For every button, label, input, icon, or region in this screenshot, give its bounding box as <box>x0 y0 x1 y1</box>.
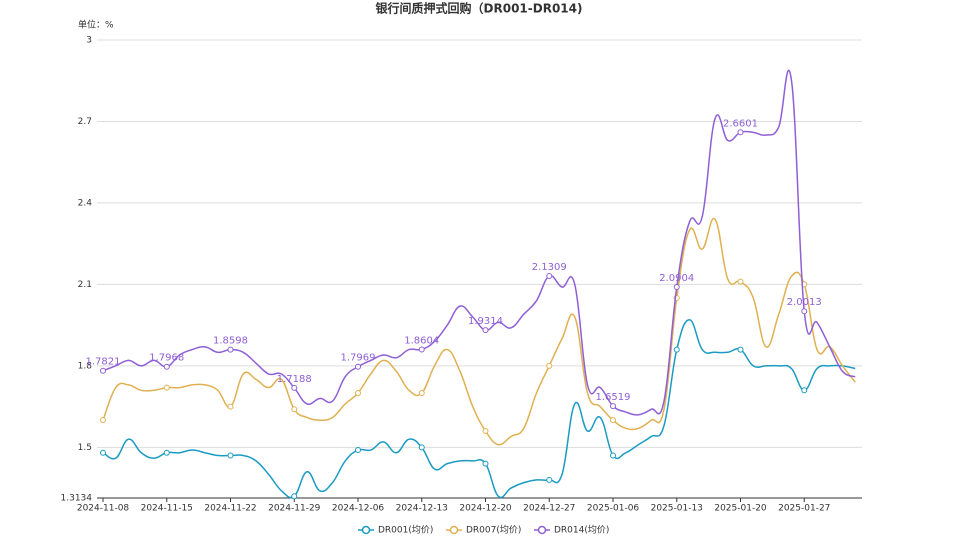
point <box>546 476 553 483</box>
point <box>610 452 616 459</box>
point <box>100 367 106 374</box>
y-tick-label: 1.8 <box>78 361 93 371</box>
point <box>100 417 106 424</box>
data-label: 1.6519 <box>596 392 631 403</box>
x-tick-label: 2024-12-13 <box>396 504 448 514</box>
point <box>737 346 744 353</box>
point <box>737 278 744 285</box>
data-label: 2.0013 <box>787 297 822 308</box>
point <box>355 390 361 397</box>
legend-label: DR001(均价) <box>378 524 433 536</box>
point <box>418 346 425 353</box>
point <box>610 417 616 424</box>
y-tick-label: 2.4 <box>78 198 93 208</box>
data-label: 1.8604 <box>404 335 439 346</box>
x-tick-label: 2025-01-13 <box>651 504 703 514</box>
series-line <box>102 217 856 446</box>
point <box>418 444 425 451</box>
point <box>482 428 489 435</box>
data-label: 2.1309 <box>532 262 567 273</box>
x-tick-label: 2024-11-15 <box>141 504 193 514</box>
point <box>546 362 553 369</box>
point <box>610 403 616 410</box>
y-tick-label: 2.7 <box>78 117 92 127</box>
x-tick-label: 2024-11-29 <box>268 504 321 514</box>
point <box>355 447 361 454</box>
data-label: 1.7821 <box>86 357 121 368</box>
point <box>355 363 361 370</box>
point <box>482 327 489 334</box>
point <box>227 346 234 353</box>
point <box>801 308 808 315</box>
point <box>737 129 744 136</box>
chart-title: 银行间质押式回购（DR001-DR014) <box>376 1 583 16</box>
data-label: 2.0904 <box>659 273 694 284</box>
legend-label: DR007(均价) <box>466 524 521 536</box>
y-unit: 单位：% <box>78 19 114 31</box>
point <box>673 284 680 291</box>
x-tick-label: 2024-12-20 <box>459 504 512 514</box>
data-label: 1.7969 <box>341 353 376 364</box>
y-tick-label: 2.1 <box>78 280 92 290</box>
point <box>227 403 234 410</box>
point <box>418 390 425 397</box>
x-tick-label: 2025-01-06 <box>587 504 640 514</box>
point <box>673 346 680 353</box>
point <box>227 452 234 459</box>
legend-label: DR014(均价) <box>554 524 609 536</box>
point <box>163 363 170 370</box>
x-tick-label: 2025-01-20 <box>714 504 767 514</box>
data-label: 1.7968 <box>149 353 184 364</box>
x-tick-label: 2025-01-27 <box>778 504 830 514</box>
x-tick-label: 2024-11-08 <box>77 504 130 514</box>
data-label: 1.9314 <box>468 316 503 327</box>
legend-icon <box>361 525 371 535</box>
point <box>482 460 489 467</box>
data-label: 1.7188 <box>277 374 312 385</box>
point <box>100 449 106 456</box>
x-tick-label: 2024-12-06 <box>332 504 385 514</box>
point <box>163 449 170 456</box>
point <box>801 387 808 394</box>
y-tick-label: 3 <box>86 36 92 46</box>
data-label: 2.6601 <box>723 118 758 129</box>
point <box>291 384 298 391</box>
legend-icon <box>537 525 547 535</box>
x-tick-label: 2024-12-27 <box>523 504 575 514</box>
data-label: 1.8598 <box>213 336 248 347</box>
legend-icon <box>449 525 459 535</box>
point <box>291 406 298 413</box>
point <box>546 273 553 280</box>
x-tick-label: 2024-11-22 <box>204 504 256 514</box>
y-tick-label: 1.5 <box>78 443 92 453</box>
point <box>163 384 170 391</box>
y-tick-label: 1.3134 <box>61 494 93 504</box>
point <box>291 493 298 500</box>
